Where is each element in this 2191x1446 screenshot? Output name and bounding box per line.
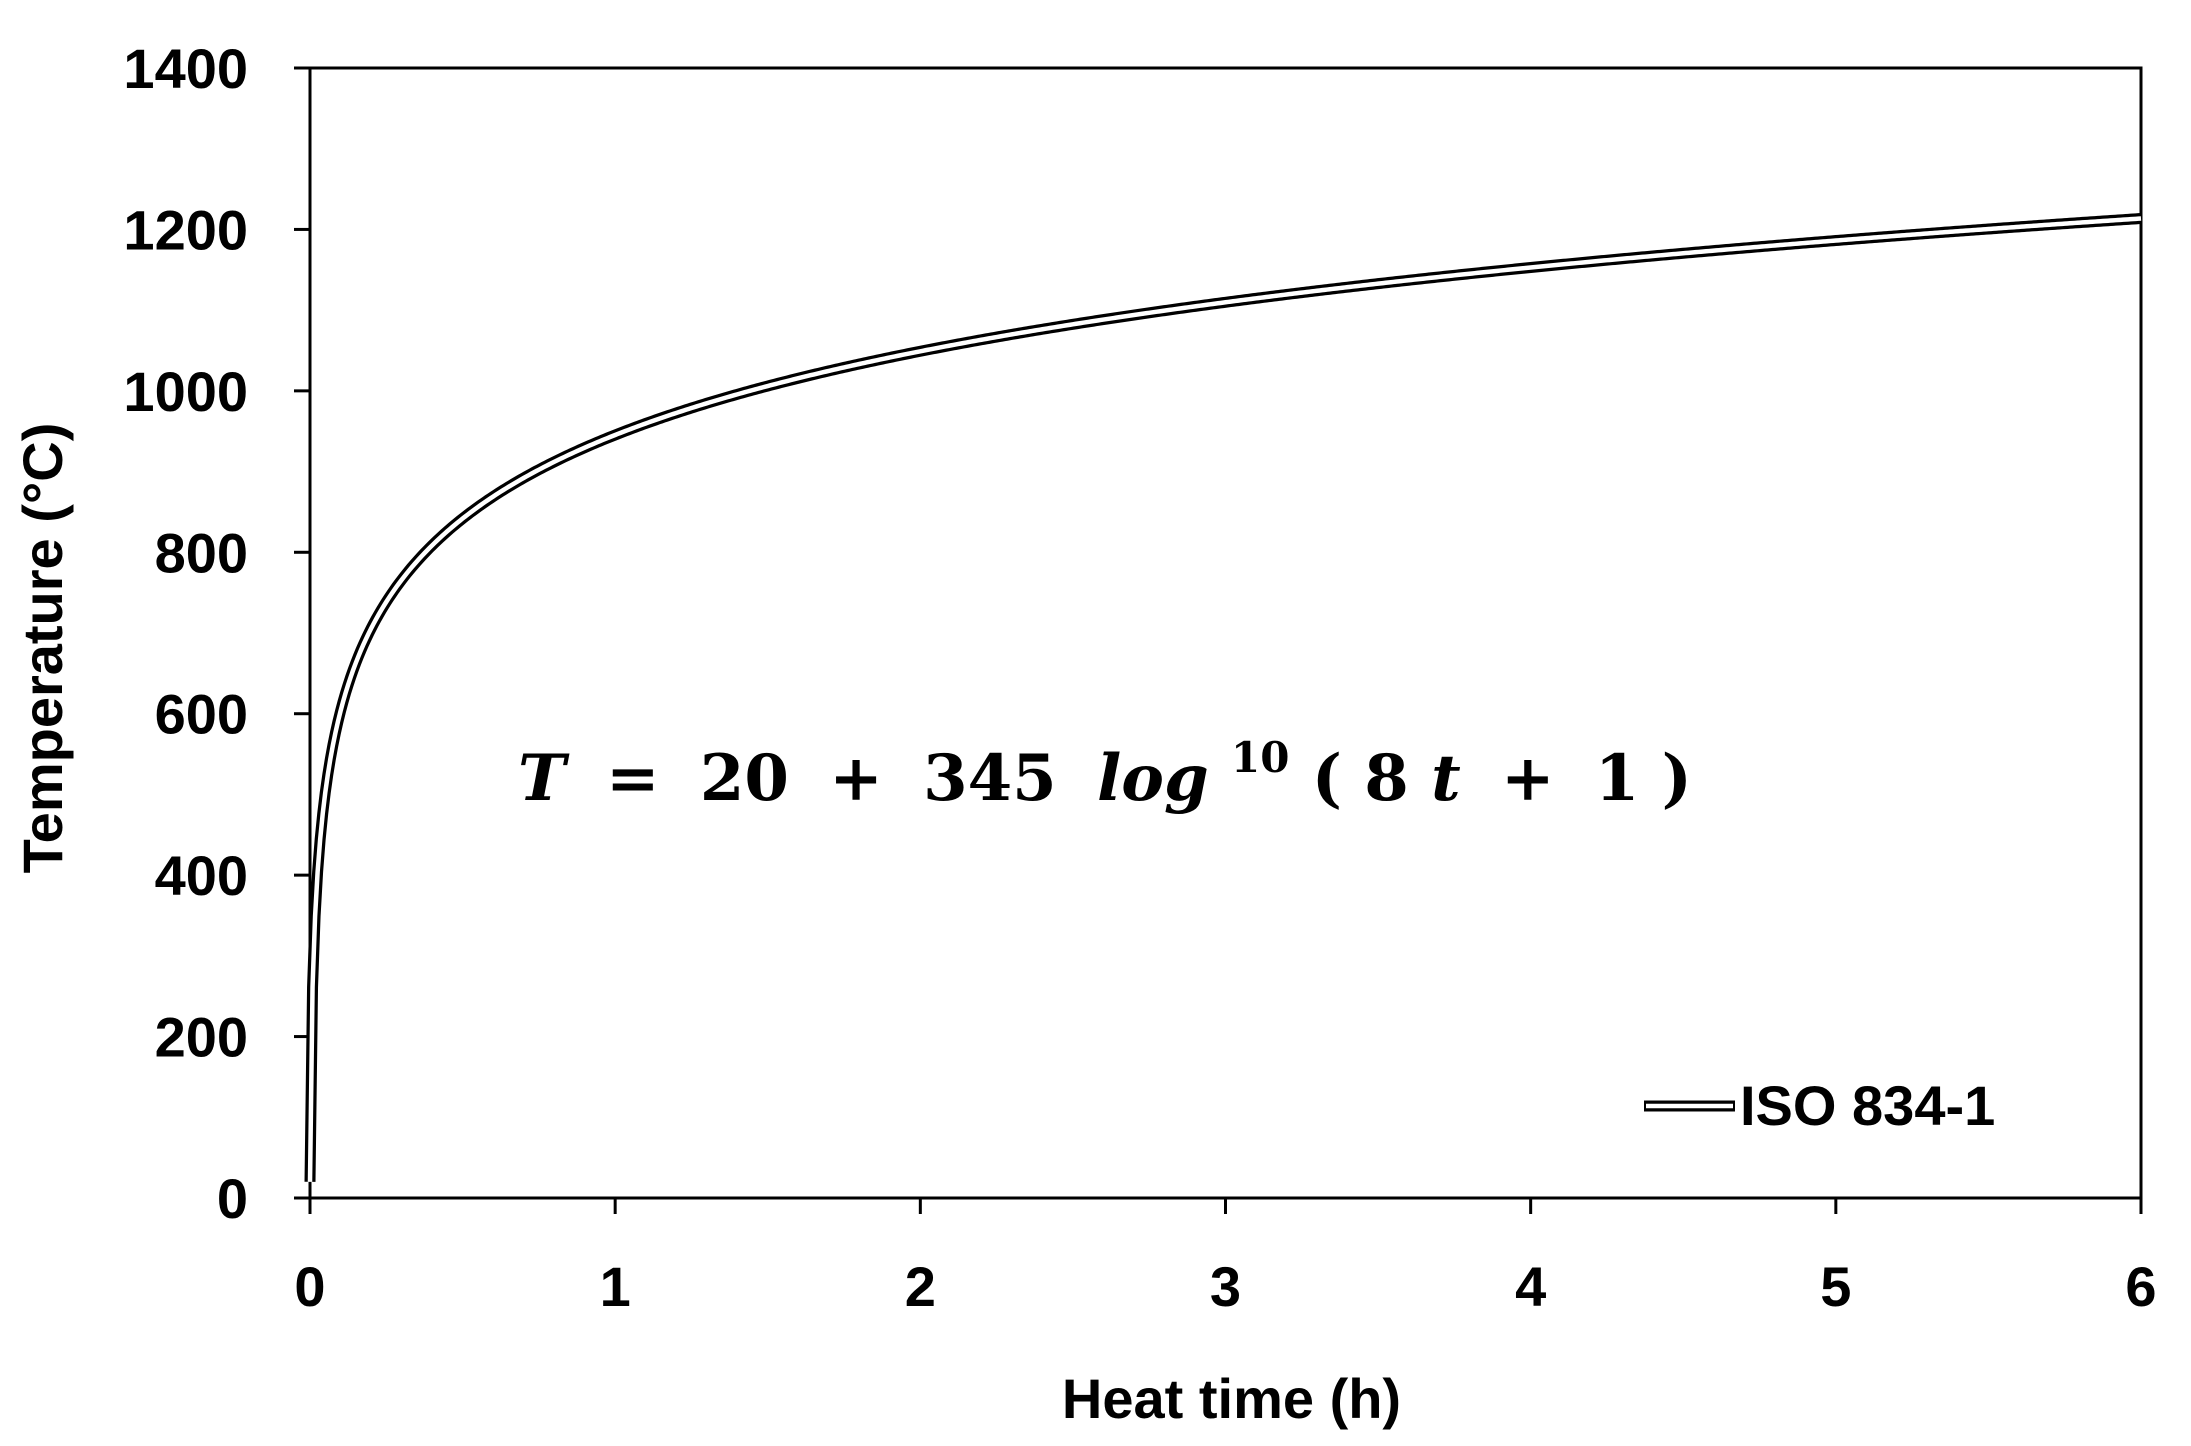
y-tick-label: 1000 [123, 360, 248, 423]
eq-8: 8 [1364, 741, 1409, 816]
y-tick-label: 600 [155, 683, 248, 746]
legend-label: ISO 834-1 [1740, 1074, 1995, 1137]
eq-rparen: ) [1662, 741, 1692, 816]
eq-log: log [1097, 741, 1209, 816]
eq-plus-2: + [1501, 741, 1555, 816]
eq-1: 1 [1595, 741, 1640, 816]
eq-plus-1: + [829, 741, 883, 816]
y-tick-label: 0 [217, 1167, 248, 1230]
x-tick-label: 5 [1820, 1255, 1851, 1318]
x-tick-label: 0 [294, 1255, 325, 1318]
y-tick-label: 800 [155, 521, 248, 584]
eq-345: 345 [923, 741, 1057, 816]
x-tick-label: 1 [600, 1255, 631, 1318]
legend: ISO 834-1 [1644, 1074, 1995, 1137]
eq-T: T [518, 741, 570, 816]
x-tick-label: 3 [1210, 1255, 1241, 1318]
eq-superscript: 10 [1231, 733, 1289, 782]
y-axis-title: Temperature (°C) [11, 423, 74, 874]
x-tick-label: 4 [1515, 1255, 1546, 1318]
equation-annotation: T = 20 + 345 log 10 ( 8 t + 1 ) [518, 713, 1692, 816]
eq-equals: = [606, 741, 660, 816]
eq-20: 20 [700, 741, 789, 816]
x-axis-title: Heat time (h) [1062, 1367, 1401, 1430]
x-tick-label: 6 [2125, 1255, 2156, 1318]
y-tick-label: 1400 [123, 37, 248, 100]
eq-lparen: ( [1312, 741, 1342, 816]
eq-t: t [1431, 741, 1461, 816]
y-tick-label: 200 [155, 1006, 248, 1069]
series-line-outline [304, 213, 2144, 1182]
series-line-core [307, 216, 2142, 1182]
y-tick-label: 400 [155, 844, 248, 907]
x-tick-label: 2 [905, 1255, 936, 1318]
y-tick-label: 1200 [123, 198, 248, 261]
